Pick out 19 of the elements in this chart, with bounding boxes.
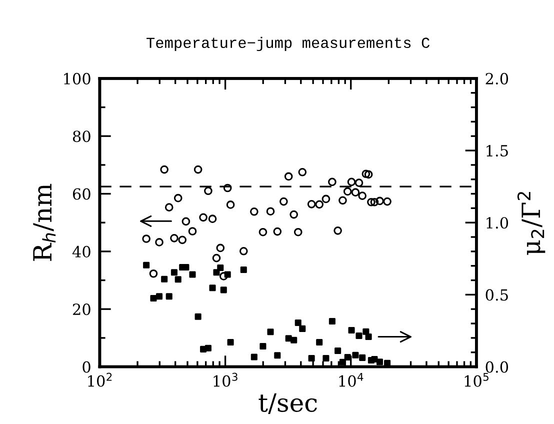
y-tick-label: 60 <box>72 188 90 200</box>
y2-tick-label: 0.0 <box>486 361 508 373</box>
y-tick-label: 40 <box>72 246 90 258</box>
y2-tick-label: 1.5 <box>486 144 508 157</box>
x-axis-title: t/sec <box>258 393 317 414</box>
y-tick-label: 100 <box>64 72 90 84</box>
y2-tick-label: 1.0 <box>486 217 508 229</box>
x-tick-label: 10$^{2}$ <box>88 372 112 387</box>
x-tick-label: 10$^{4}$ <box>339 372 364 387</box>
y-tick-label: 20 <box>72 304 90 316</box>
y2-axis-title: μ$_{2}$/Γ$^{2}$ <box>517 192 546 255</box>
y2-tick-label: 0.5 <box>486 289 508 301</box>
y-tick-label: 0 <box>82 361 90 373</box>
x-tick-label: 10$^{3}$ <box>214 372 238 387</box>
y-tick-label: 80 <box>72 130 90 142</box>
x-tick-label: 10$^{5}$ <box>464 372 488 387</box>
chart-title: Temperature−jump measurements C <box>146 36 430 52</box>
y-axis-title: R$_{h}$/nm <box>33 184 56 261</box>
y2-tick-label: 2.0 <box>486 72 508 84</box>
